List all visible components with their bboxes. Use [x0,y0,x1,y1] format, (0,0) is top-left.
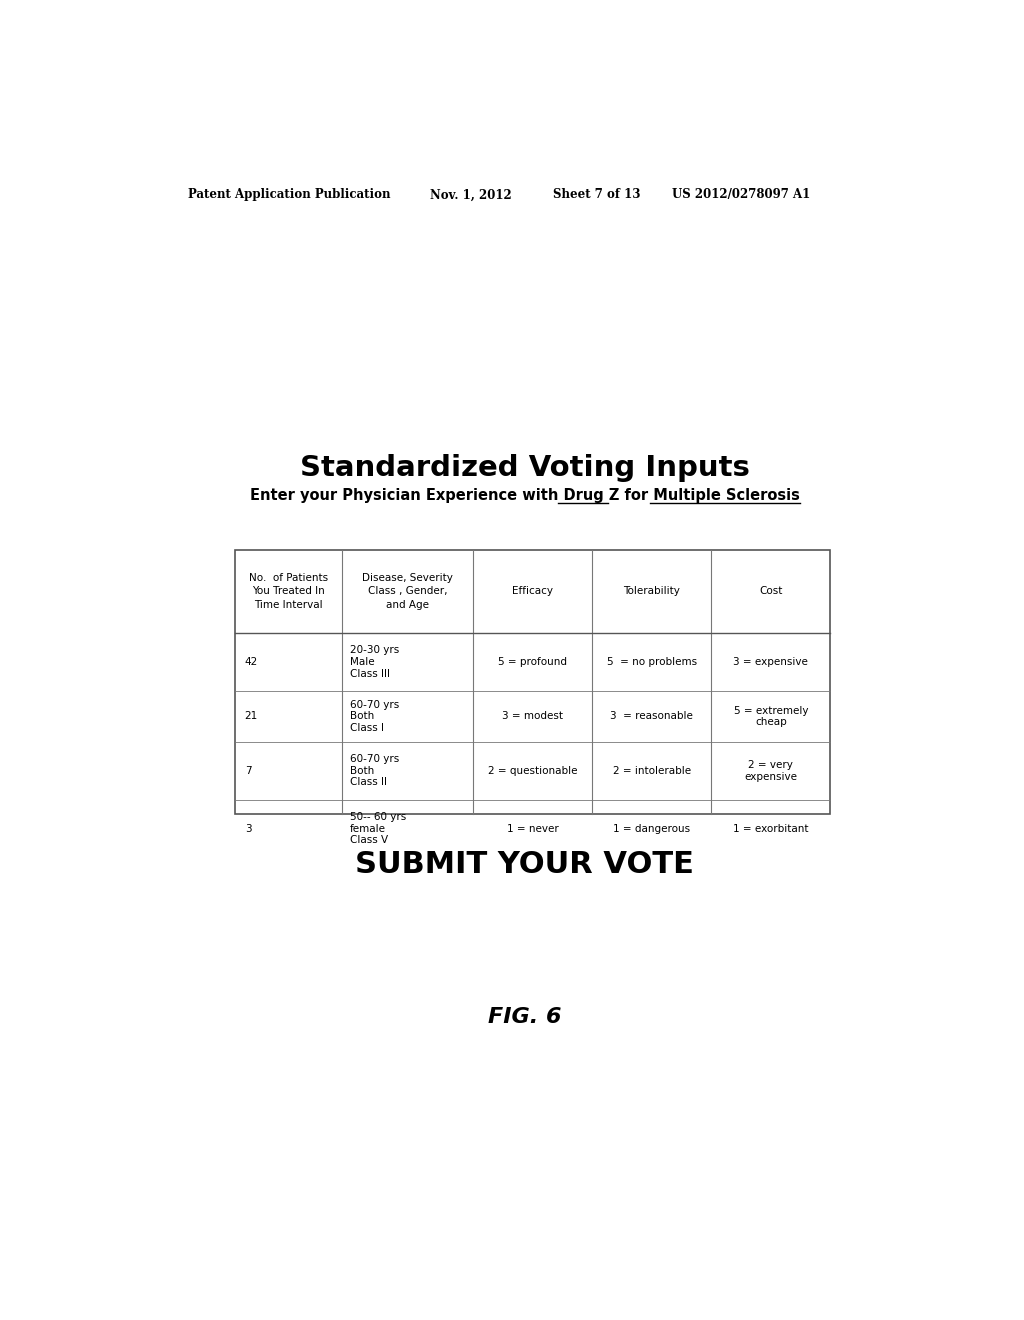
Text: 3 = expensive: 3 = expensive [733,657,808,667]
Text: Tolerability: Tolerability [624,586,680,597]
Text: Cost: Cost [759,586,782,597]
Text: 5 = profound: 5 = profound [499,657,567,667]
Text: 50-- 60 yrs
female
Class V: 50-- 60 yrs female Class V [350,812,407,845]
Bar [236,549,830,814]
Text: 3: 3 [245,824,251,834]
Text: 2 = questionable: 2 = questionable [488,766,578,776]
Text: Nov. 1, 2012: Nov. 1, 2012 [430,189,511,202]
Text: 1 = never: 1 = never [507,824,559,834]
Text: Enter your Physician Experience with Drug Z for Multiple Sclerosis: Enter your Physician Experience with Dru… [250,488,800,503]
Text: Standardized Voting Inputs: Standardized Voting Inputs [300,454,750,482]
Text: 20-30 yrs
Male
Class III: 20-30 yrs Male Class III [350,645,399,678]
Text: Disease, Severity
Class , Gender,
and Age: Disease, Severity Class , Gender, and Ag… [362,573,454,610]
Text: 1 = dangerous: 1 = dangerous [613,824,690,834]
Text: 60-70 yrs
Both
Class I: 60-70 yrs Both Class I [350,700,399,733]
Text: 5 = extremely
cheap: 5 = extremely cheap [733,706,808,727]
Text: Efficacy: Efficacy [512,586,553,597]
Text: FIG. 6: FIG. 6 [488,1007,561,1027]
Text: SUBMIT YOUR VOTE: SUBMIT YOUR VOTE [355,850,694,879]
Text: Sheet 7 of 13: Sheet 7 of 13 [553,189,640,202]
Text: 3  = reasonable: 3 = reasonable [610,711,693,722]
Text: Patent Application Publication: Patent Application Publication [187,189,390,202]
Text: US 2012/0278097 A1: US 2012/0278097 A1 [672,189,810,202]
Text: 5  = no problems: 5 = no problems [606,657,697,667]
Text: 7: 7 [245,766,251,776]
Text: 1 = exorbitant: 1 = exorbitant [733,824,809,834]
Text: 60-70 yrs
Both
Class II: 60-70 yrs Both Class II [350,754,399,788]
Text: 3 = modest: 3 = modest [502,711,563,722]
Text: 21: 21 [245,711,258,722]
Text: 42: 42 [245,657,258,667]
Text: 2 = very
expensive: 2 = very expensive [744,760,798,781]
Text: 2 = intolerable: 2 = intolerable [612,766,691,776]
Text: No.  of Patients
You Treated In
Time Interval: No. of Patients You Treated In Time Inte… [249,573,329,610]
